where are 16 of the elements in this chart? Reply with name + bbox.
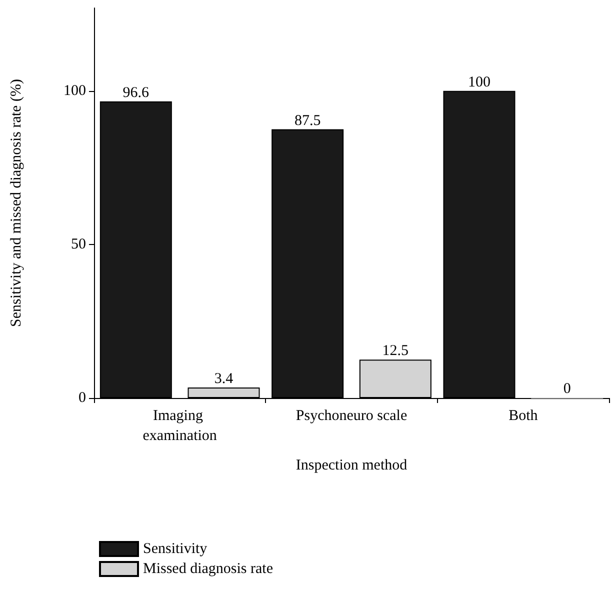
data-label: 87.5 bbox=[294, 112, 321, 129]
legend-label: Missed diagnosis rate bbox=[143, 561, 274, 577]
data-label: 0 bbox=[563, 381, 571, 397]
x-tick-label: Psychoneuro scale bbox=[296, 408, 408, 424]
x-tick-label: Both bbox=[508, 408, 538, 424]
y-tick-label: 0 bbox=[78, 390, 86, 406]
x-axis-title: Inspection method bbox=[296, 458, 408, 474]
x-tick-label: Imaging examination bbox=[142, 408, 218, 444]
y-tick-label: 100 bbox=[64, 82, 86, 99]
legend-label: Sensitivity bbox=[143, 541, 208, 557]
y-axis-title: Sensitivity and missed diagnosis rate (%) bbox=[8, 79, 24, 327]
data-label: 12.5 bbox=[382, 343, 409, 360]
data-label: 3.4 bbox=[214, 371, 234, 388]
data-label: 100 bbox=[468, 74, 490, 90]
data-label: 96.6 bbox=[122, 84, 150, 101]
y-tick-label: 50 bbox=[71, 236, 86, 252]
